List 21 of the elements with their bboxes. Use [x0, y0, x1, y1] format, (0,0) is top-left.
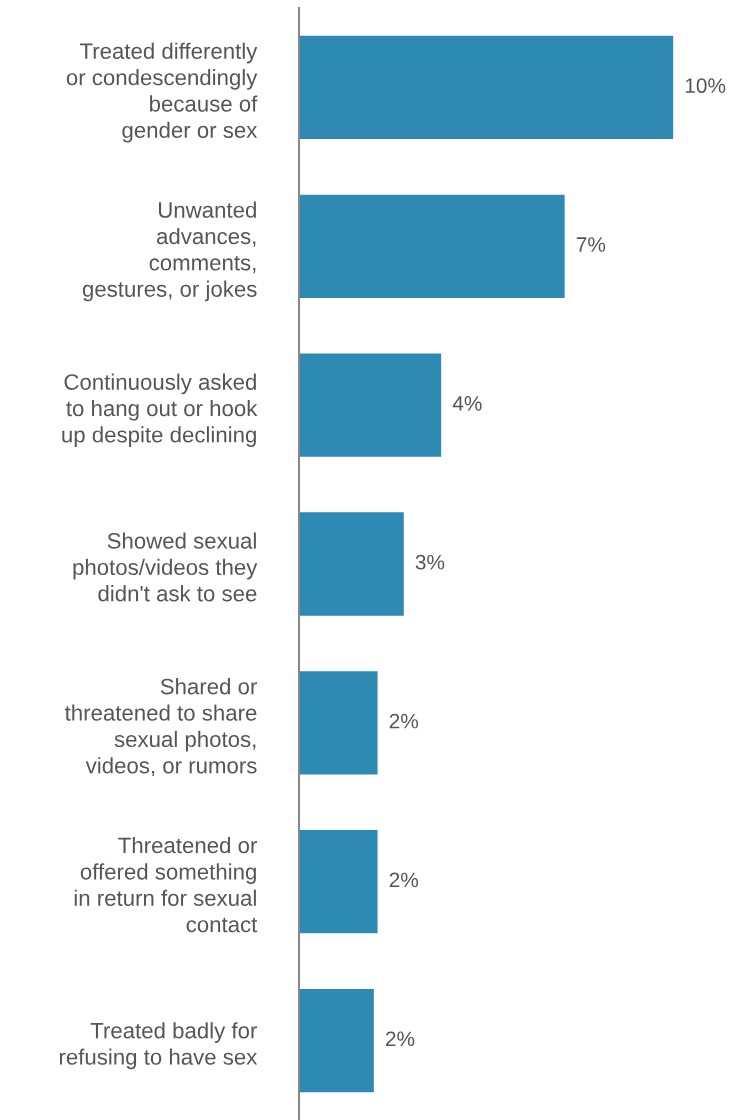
y-tick-label: Threatened or offered something in return for sexual contact: [74, 836, 258, 933]
bar: [299, 353, 442, 457]
y-tick-label: Continuously asked to hang out or hook up despite declining: [62, 373, 258, 447]
y-tick-label: Treated differently or condescendingly because of gender or sex: [66, 42, 258, 143]
data-label: 7%: [576, 237, 606, 252]
y-tick-label: Shared or threatened to share sexual photos, videos, or rumors: [64, 678, 257, 777]
y-tick-label: Treated badly for refusing to have sex: [59, 1022, 258, 1070]
bar: [299, 988, 374, 1093]
data-label: 2%: [389, 872, 419, 888]
y-tick-label: Showed sexual photos/videos they didn't ask to see: [73, 532, 258, 602]
y-tick-label: Unwanted advances, comments, gestures, or jokes: [82, 201, 257, 302]
bar: [299, 194, 565, 298]
bar: [299, 830, 378, 934]
data-label: 2%: [389, 713, 419, 729]
bar: [299, 671, 378, 775]
bar: [299, 35, 674, 140]
data-label: 3%: [415, 554, 445, 570]
data-label: 4%: [452, 396, 482, 411]
data-label: 10%: [685, 78, 726, 94]
data-label: 2%: [385, 1031, 415, 1047]
bar: [299, 512, 404, 616]
